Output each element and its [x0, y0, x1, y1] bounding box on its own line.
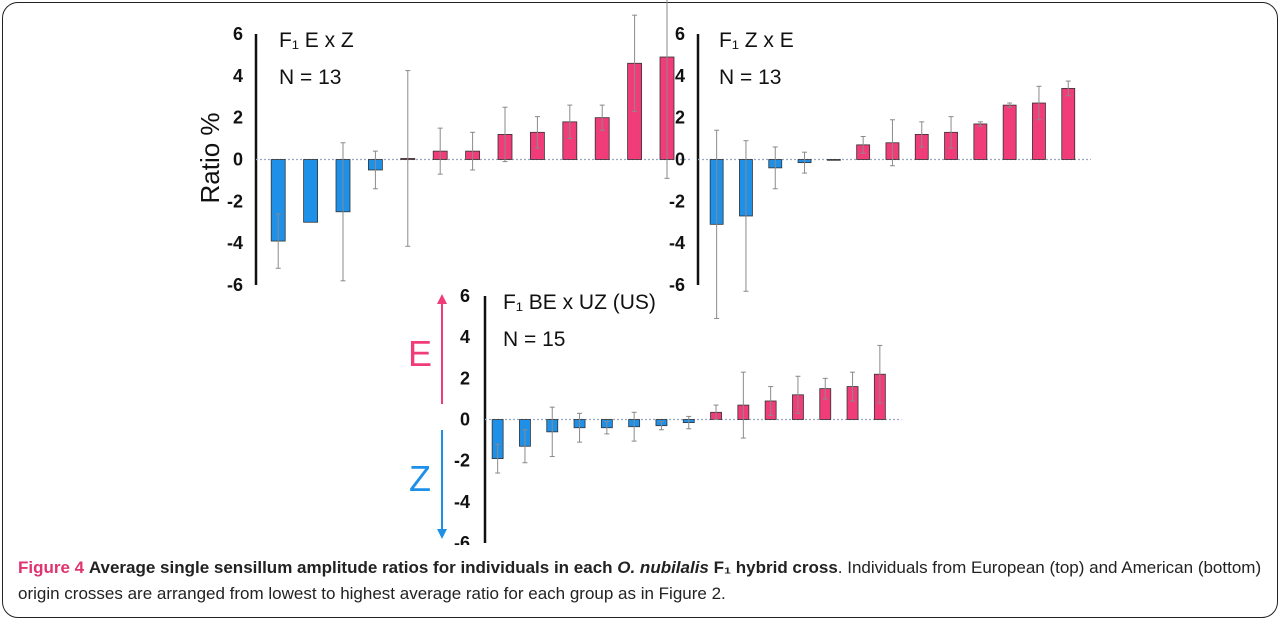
y-tick-label: 0: [233, 150, 243, 170]
bar: [973, 123, 988, 160]
bar: [303, 159, 319, 223]
panel-title: F₁ BE x UZ (US): [503, 291, 656, 314]
y-tick-label: 2: [675, 108, 685, 128]
y-tick-label: -2: [669, 191, 685, 211]
y-tick-label: 6: [233, 24, 243, 44]
y-tick-label: -2: [227, 191, 243, 211]
y-tick-label: 4: [233, 66, 243, 86]
y-tick-label: 2: [460, 368, 470, 388]
y-tick-label: -4: [227, 233, 243, 253]
y-tick-label: 4: [460, 327, 470, 347]
direction-arrows: E Z: [408, 294, 447, 539]
y-tick-label: 2: [233, 108, 243, 128]
bar: [826, 159, 841, 161]
figure-caption: Figure 4 Average single sensillum amplit…: [18, 555, 1268, 607]
caption-body: . Individuals from European (top) and Am…: [18, 558, 1262, 603]
panel-title: F₁ E x Z: [279, 29, 354, 52]
arrow-label-Z: Z: [409, 458, 431, 499]
y-tick-label: -2: [454, 451, 470, 471]
caption-species: O. nubilalis: [617, 558, 709, 577]
figure-canvas: Ratio % F₁ E x Z N = 13 6 4 2 0 -2 -4 -6 F₁ Z x …: [195, 0, 1091, 545]
panel-n-label: N = 13: [719, 66, 781, 89]
caption-title-b: F₁ hybrid cross: [708, 558, 838, 577]
caption-title-a: Average single sensillum amplitude ratio…: [88, 558, 618, 577]
y-tick-label: -6: [227, 275, 243, 295]
y-tick-label: -4: [669, 233, 685, 253]
y-tick-label: 0: [675, 150, 685, 170]
y-tick-label: -4: [454, 492, 470, 512]
y-tick-label: 4: [675, 66, 685, 86]
panel-n-label: N = 13: [279, 66, 341, 89]
bar: [1002, 104, 1017, 160]
y-axis-label: Ratio %: [195, 112, 225, 203]
panel-n-label: N = 15: [503, 328, 565, 351]
y-tick-label: 6: [675, 24, 685, 44]
bar: [1061, 87, 1076, 160]
y-tick-label: 0: [460, 410, 470, 430]
arrow-label-E: E: [408, 333, 432, 374]
y-tick-label: -6: [669, 275, 685, 295]
chart-panel-BExUZ: F₁ BE x UZ (US) N = 15 6 4 2 0 -2 -4 -6: [454, 286, 902, 545]
y-tick-label: -6: [454, 533, 470, 545]
y-tick-label: 6: [460, 286, 470, 306]
caption-label: Figure 4: [18, 558, 85, 577]
chart-panel-ExZ: F₁ E x Z N = 13 6 4 2 0 -2 -4 -6: [227, 0, 692, 295]
panel-title: F₁ Z x E: [719, 29, 794, 52]
chart-panel-ZxE: F₁ Z x E N = 13 6 4 2 0 -2 -4 -6: [669, 24, 1091, 319]
